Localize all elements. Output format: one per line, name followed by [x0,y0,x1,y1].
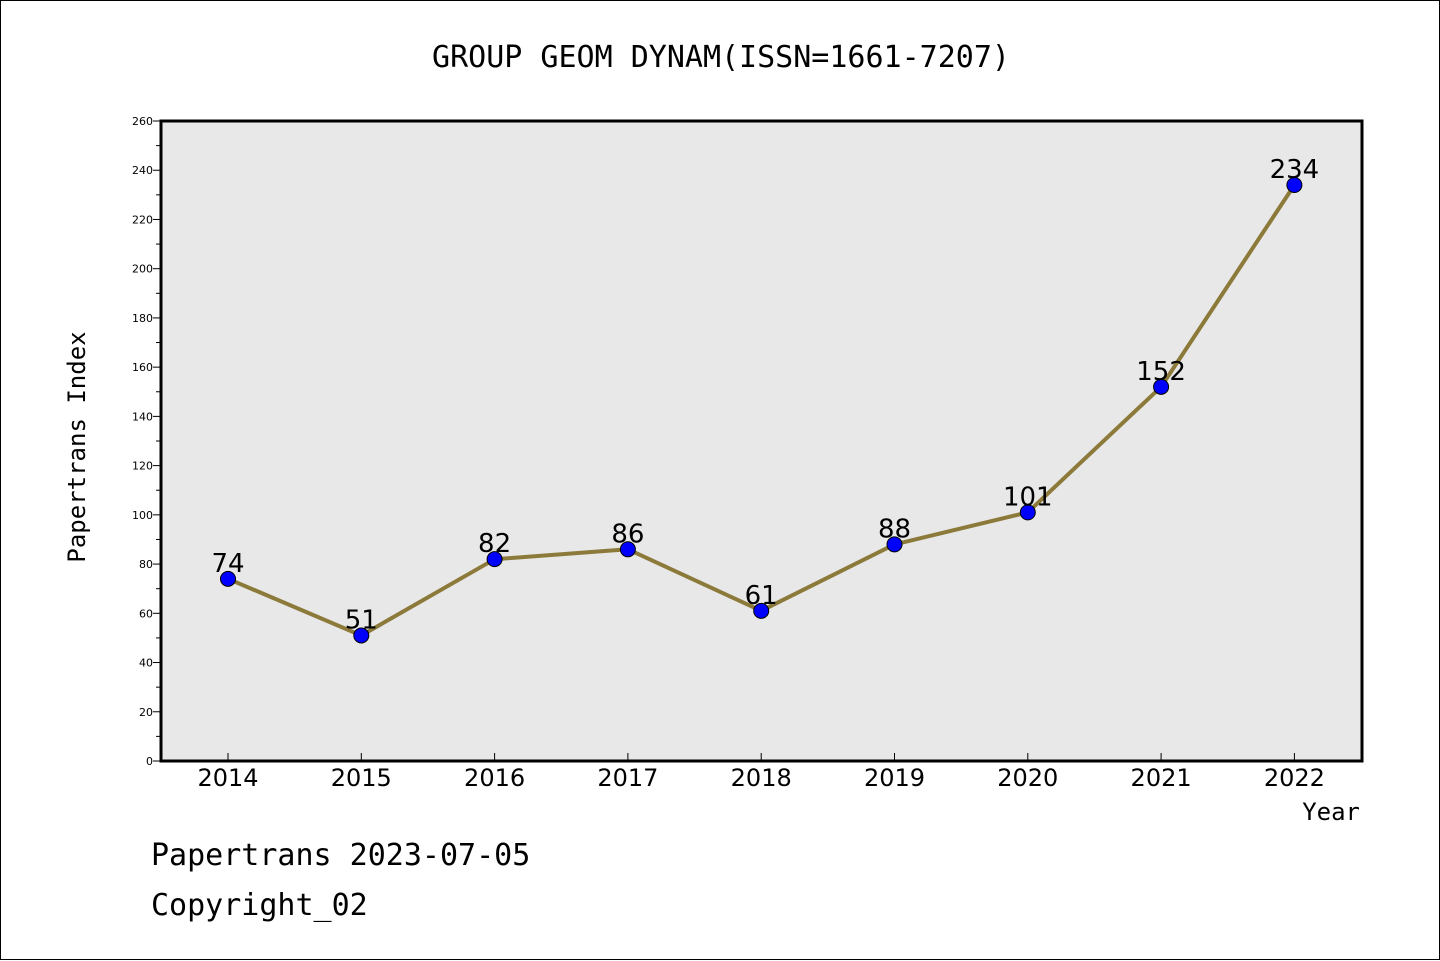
x-tick-label: 2020 [997,764,1058,792]
x-tick-label: 2017 [597,764,658,792]
series-markers [220,177,1303,644]
data-point [1286,177,1303,193]
y-tick-label: 40 [139,657,153,670]
x-tick-label: 2022 [1264,764,1325,792]
y-tick-label: 200 [132,263,153,276]
y-tick-label: 20 [139,706,153,719]
footer-copyright: Copyright_02 [151,888,368,923]
data-label: 74 [211,549,244,579]
data-point [886,536,903,553]
y-tick-label: 0 [146,755,153,768]
data-label: 152 [1136,357,1186,387]
data-label: 86 [611,519,644,549]
y-tick-label: 80 [139,558,153,571]
y-tick-label: 220 [132,213,153,226]
plot-area [159,119,1364,763]
x-tick-label: 2021 [1131,764,1192,792]
data-label: 234 [1270,155,1320,185]
y-tick-label: 240 [132,164,153,177]
data-label: 101 [1003,482,1053,512]
data-point [1019,504,1036,521]
footer-date: Papertrans 2023-07-05 [151,838,530,873]
x-axis-label: Year [1302,798,1360,826]
x-tick-label: 2019 [864,764,925,792]
data-point [353,627,370,644]
data-label: 88 [878,514,911,544]
y-tick-label: 140 [132,410,153,423]
y-tick-label: 100 [132,509,153,522]
data-labels: 74 51 82 86 61 88 101 152 234 [211,155,1319,635]
x-tick-label: 2015 [331,764,392,792]
y-tick-label: 120 [132,460,153,473]
data-point [220,570,236,587]
data-label: 82 [478,529,511,559]
data-label: 61 [745,581,778,611]
chart-title: GROUP GEOM DYNAM(ISSN=1661-7207) [432,40,1010,75]
x-tick-label: 2014 [197,764,258,792]
data-point [1153,378,1170,395]
y-tick-label: 260 [132,115,153,128]
y-axis-label: Papertrans Index [63,331,91,562]
data-label: 51 [345,605,378,635]
x-tick-label: 2016 [464,764,525,792]
y-tick-label: 160 [132,361,153,374]
y-tick-label: 60 [139,607,153,620]
x-axis: 2014 2015 2016 2017 2018 2019 2020 2021 2022 [197,753,1325,792]
y-tick-label: 180 [132,312,153,325]
y-axis: 0 20 40 60 80 100 120 140 160 180 200 220 240 260 [132,115,161,768]
data-point [486,551,503,568]
data-point [753,602,770,619]
data-point [619,541,636,558]
x-tick-label: 2018 [731,764,792,792]
